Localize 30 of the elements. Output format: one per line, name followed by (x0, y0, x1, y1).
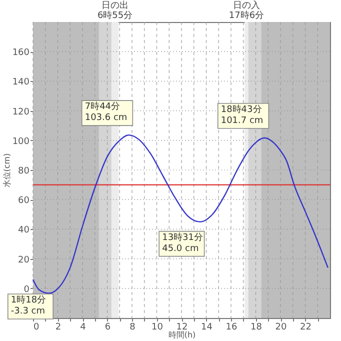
x-tick-label: 22 (300, 322, 312, 332)
y-tick-label: 80 (18, 166, 30, 176)
band-label: 日の出 6時55分 (97, 0, 133, 21)
x-tick-label: 4 (80, 322, 86, 332)
x-tick-label: 16 (226, 322, 238, 332)
x-tick-label: 6 (104, 322, 111, 332)
band-label: 日の入 17時6分 (228, 0, 264, 21)
y-tick-label: 20 (18, 255, 30, 266)
x-axis-title: 時間(h) (168, 330, 196, 340)
y-tick-label: 40 (18, 226, 30, 236)
x-tick-label: 18 (250, 322, 262, 332)
y-axis-title: 水位(cm) (2, 153, 12, 188)
y-tick-label: 160 (12, 48, 30, 58)
annotation: 1時18分 -3.3 cm (10, 294, 46, 316)
annotation: 7時44分 103.6 cm (84, 101, 128, 124)
x-tick-label: 12 (176, 322, 188, 332)
y-tick-label: 0 (24, 284, 30, 295)
annotation: 18時43分 101.7 cm (220, 104, 264, 126)
line-series (32, 134, 328, 294)
annotation: 13時31分 45.0 cm (162, 232, 204, 254)
y-tick-label: 60 (18, 196, 30, 206)
x-tick-label: 8 (130, 322, 136, 332)
y-tick-label: 100 (12, 136, 30, 147)
y-tick-label: 120 (12, 107, 30, 118)
x-tick-label: 20 (275, 322, 287, 332)
x-tick-label: 10 (152, 322, 164, 332)
y-tick-label: 140 (12, 78, 30, 88)
x-tick-label: 0 (34, 322, 40, 332)
x-tick-label: 2 (55, 322, 62, 332)
x-tick-label: 14 (201, 322, 213, 332)
